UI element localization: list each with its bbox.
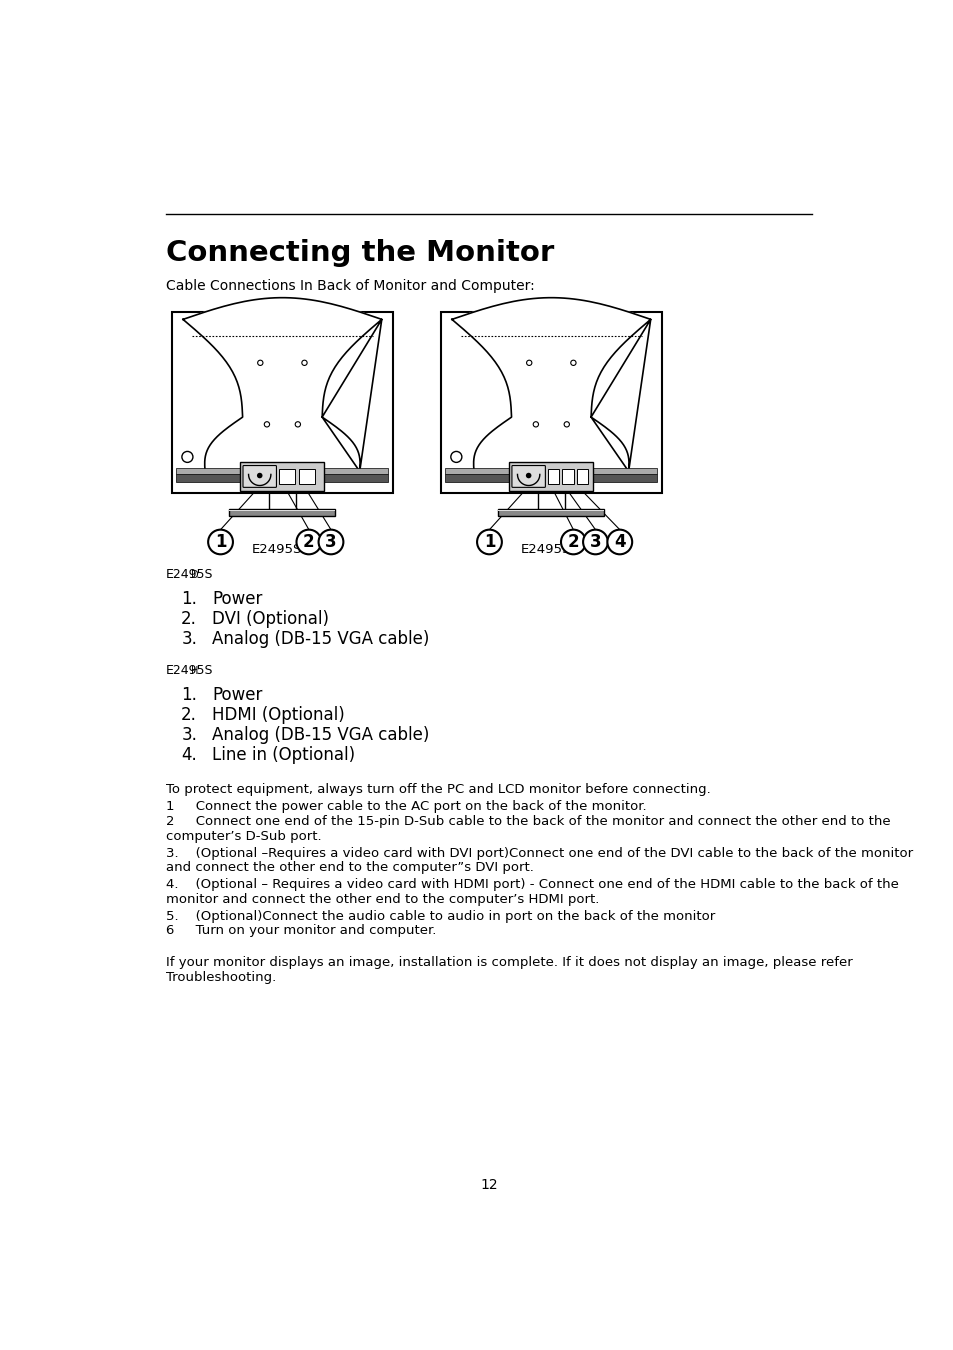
Text: Troubleshooting.: Troubleshooting.	[166, 971, 275, 984]
Circle shape	[607, 529, 632, 555]
Bar	[440, 312, 661, 493]
Circle shape	[582, 529, 607, 555]
Circle shape	[208, 529, 233, 555]
Circle shape	[256, 472, 262, 478]
Text: 4.    (Optional – Requires a video card with HDMI port) - Connect one end of the: 4. (Optional – Requires a video card wit…	[166, 878, 898, 891]
Text: To protect equipment, always turn off the PC and LCD monitor before connecting.: To protect equipment, always turn off th…	[166, 783, 710, 795]
Text: 2: 2	[567, 533, 578, 551]
Bar	[176, 468, 388, 474]
Bar	[176, 474, 388, 482]
Circle shape	[318, 529, 343, 555]
Bar	[509, 462, 593, 491]
Text: Cable Connections In Back of Monitor and Computer:: Cable Connections In Back of Monitor and…	[166, 279, 534, 293]
Text: 2.: 2.	[181, 610, 197, 628]
Text: HDMI (Optional): HDMI (Optional)	[212, 706, 345, 724]
Text: E2495S: E2495S	[166, 664, 213, 678]
Text: 3.: 3.	[181, 630, 197, 648]
Polygon shape	[183, 298, 381, 471]
Text: 12: 12	[479, 1179, 497, 1192]
Text: E2495SH: E2495SH	[520, 543, 580, 556]
Bar	[445, 468, 657, 474]
Text: 4: 4	[614, 533, 625, 551]
FancyBboxPatch shape	[512, 466, 545, 487]
Text: 2.: 2.	[181, 706, 197, 724]
Text: 2: 2	[303, 533, 314, 551]
Text: H: H	[191, 667, 198, 676]
Bar	[445, 474, 657, 482]
Text: 3.    (Optional –Requires a video card with DVI port)Connect one end of the DVI : 3. (Optional –Requires a video card with…	[166, 846, 912, 860]
Circle shape	[525, 472, 531, 478]
Bar	[299, 470, 314, 483]
Text: D: D	[191, 570, 198, 580]
Text: 3: 3	[589, 533, 600, 551]
Text: computer’s D-Sub port.: computer’s D-Sub port.	[166, 830, 321, 842]
Text: E2495SD: E2495SD	[252, 543, 313, 556]
Bar	[497, 509, 603, 516]
Text: If your monitor displays an image, installation is complete. If it does not disp: If your monitor displays an image, insta…	[166, 956, 852, 969]
Polygon shape	[452, 298, 650, 471]
Text: Power: Power	[212, 686, 262, 703]
Text: 2     Connect one end of the 15-pin D-Sub cable to the back of the monitor and c: 2 Connect one end of the 15-pin D-Sub ca…	[166, 815, 889, 828]
Text: Power: Power	[212, 590, 262, 608]
Text: 3: 3	[325, 533, 336, 551]
Text: DVI (Optional): DVI (Optional)	[212, 610, 329, 628]
Text: Connecting the Monitor: Connecting the Monitor	[166, 239, 554, 267]
Text: 6     Turn on your monitor and computer.: 6 Turn on your monitor and computer.	[166, 925, 436, 937]
Text: Analog (DB-15 VGA cable): Analog (DB-15 VGA cable)	[212, 726, 429, 744]
Bar	[278, 470, 294, 483]
Text: 1: 1	[214, 533, 226, 551]
Circle shape	[296, 529, 321, 555]
Text: 5.    (Optional)Connect the audio cable to audio in port on the back of the moni: 5. (Optional)Connect the audio cable to …	[166, 910, 714, 922]
Bar	[547, 470, 558, 483]
Text: E2495S: E2495S	[166, 568, 213, 580]
Text: 3.: 3.	[181, 726, 197, 744]
Circle shape	[476, 529, 501, 555]
Text: Analog (DB-15 VGA cable): Analog (DB-15 VGA cable)	[212, 630, 429, 648]
Text: monitor and connect the other end to the computer’s HDMI port.: monitor and connect the other end to the…	[166, 892, 598, 906]
FancyBboxPatch shape	[243, 466, 276, 487]
Text: and connect the other end to the computer”s DVI port.: and connect the other end to the compute…	[166, 861, 533, 875]
Text: Line in (Optional): Line in (Optional)	[212, 745, 355, 764]
Text: 1.: 1.	[181, 590, 197, 608]
Text: 4.: 4.	[181, 745, 196, 764]
Bar	[172, 312, 393, 493]
Text: 1: 1	[483, 533, 495, 551]
Bar	[240, 462, 324, 491]
Text: 1     Connect the power cable to the AC port on the back of the monitor.: 1 Connect the power cable to the AC port…	[166, 801, 646, 813]
Bar	[229, 509, 335, 516]
Bar	[561, 470, 573, 483]
Circle shape	[560, 529, 585, 555]
Text: 1.: 1.	[181, 686, 197, 703]
Bar	[576, 470, 587, 483]
